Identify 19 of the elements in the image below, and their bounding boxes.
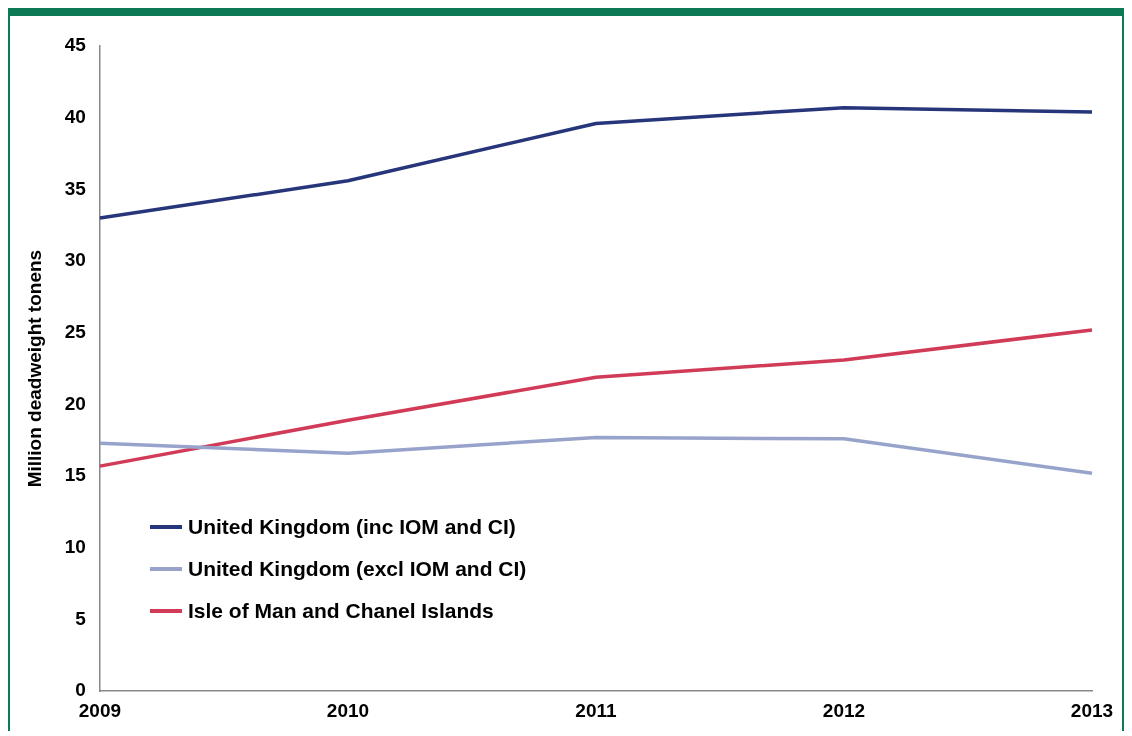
y-tick-label: 0 [75,679,86,701]
x-tick-label: 2012 [822,699,866,721]
legend-label: United Kingdom (excl IOM and CI) [188,557,527,581]
x-tick-label: 2010 [326,699,370,721]
y-tick-label: 15 [64,464,87,486]
legend-label: Isle of Man and Chanel Islands [188,599,494,623]
y-tick-label: 30 [64,249,86,271]
y-axis-title: Million deadweight tonens [23,249,45,488]
y-tick-label: 40 [64,105,86,127]
y-tick-label: 45 [64,34,87,56]
x-tick-label: 2013 [1070,699,1114,721]
y-tick-label: 20 [64,392,86,414]
x-tick-label: 2011 [575,699,617,721]
y-tick-label: 35 [64,177,87,199]
x-tick-label: 2009 [78,699,122,721]
y-tick-label: 10 [64,536,86,558]
y-tick-label: 25 [64,320,87,342]
legend-label: United Kingdom (inc IOM and CI) [188,515,516,539]
y-tick-label: 5 [75,607,87,629]
